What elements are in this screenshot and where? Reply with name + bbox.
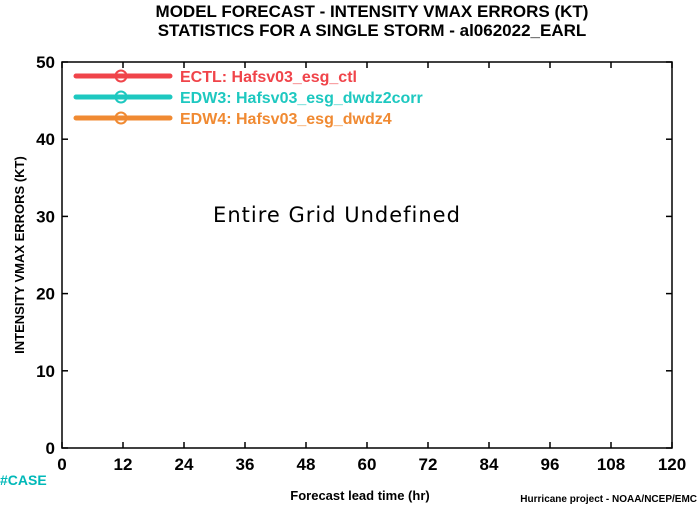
y-tick-label: 0 [46,439,55,458]
x-tick-label: 120 [658,455,686,474]
y-tick-label: 40 [36,130,55,149]
legend-item: ECTL: Hafsv03_esg_ctl [73,69,357,86]
case-label: #CASE [0,472,47,488]
x-axis-label: Forecast lead time (hr) [290,488,429,503]
y-tick-label: 50 [36,53,55,72]
legend-marker [114,90,128,104]
x-tick-label: 12 [114,455,133,474]
annotation-text: Entire Grid Undefined [213,203,461,227]
x-tick-label: 108 [597,455,625,474]
x-tick-label: 60 [358,455,377,474]
axes: 0 12 24 36 48 60 72 84 96 108 120 0 10 20 30 40 50 [36,53,686,474]
legend-item: EDW4: Hafsv03_esg_dwdz4 [73,111,392,128]
legend-marker [114,69,128,83]
credit-text: Hurricane project - NOAA/NCEP/EMC [520,494,697,505]
chart-title: MODEL FORECAST - INTENSITY VMAX ERRORS (… [156,2,589,21]
legend: ECTL: Hafsv03_esg_ctl EDW3: Hafsv03_esg_d… [73,69,423,128]
x-tick-label: 48 [297,455,316,474]
x-tick-label: 0 [57,455,66,474]
legend-label: EDW3: Hafsv03_esg_dwdz2corr [180,90,423,107]
chart-subtitle: STATISTICS FOR A SINGLE STORM - al062022… [158,21,587,40]
y-tick-label: 10 [36,362,55,381]
legend-label: ECTL: Hafsv03_esg_ctl [180,69,357,86]
x-tick-label: 72 [419,455,438,474]
y-axis-label: INTENSITY VMAX ERRORS (KT) [12,156,27,354]
legend-marker [114,111,128,125]
legend-item: EDW3: Hafsv03_esg_dwdz2corr [73,90,423,107]
y-tick-label: 20 [36,285,55,304]
y-tick-label: 30 [36,207,55,226]
x-tick-label: 36 [236,455,255,474]
legend-label: EDW4: Hafsv03_esg_dwdz4 [180,111,392,128]
x-tick-label: 84 [480,455,499,474]
x-tick-label: 24 [175,455,194,474]
x-tick-label: 96 [541,455,560,474]
